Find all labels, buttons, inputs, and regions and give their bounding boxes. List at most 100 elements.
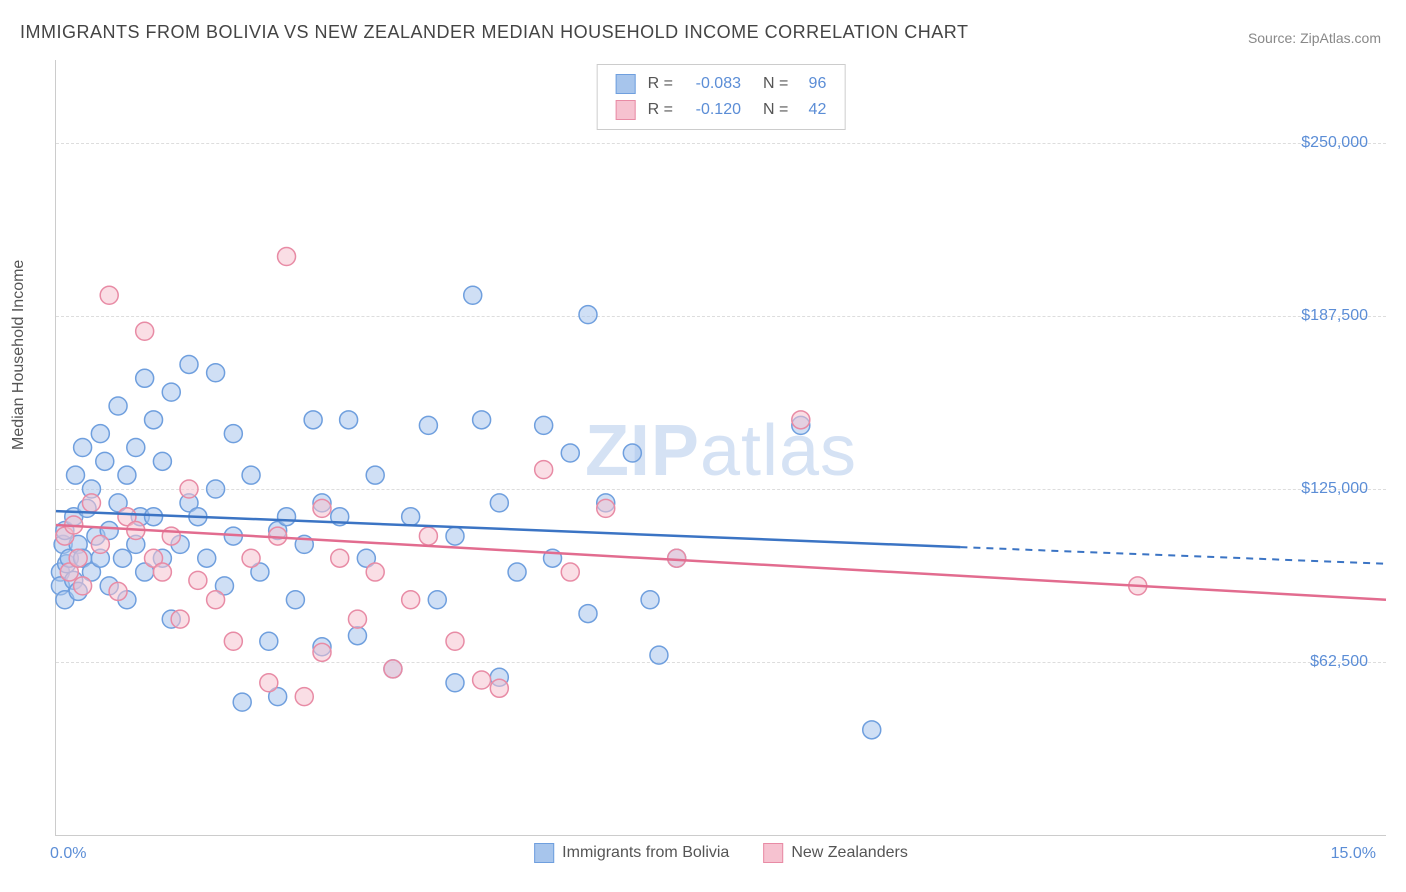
data-point-bolivia [67,466,85,484]
data-point-bolivia [207,480,225,498]
data-point-nz [490,679,508,697]
data-point-nz [446,632,464,650]
correlation-stat-box: R = -0.083 N = 96 R = -0.120 N = 42 [597,64,846,130]
data-point-nz [597,499,615,517]
data-point-nz [668,549,686,567]
data-point-bolivia [91,425,109,443]
data-point-bolivia [162,383,180,401]
y-axis-label: Median Household Income [10,260,28,450]
data-point-bolivia [153,452,171,470]
n-label: N = [763,71,788,97]
data-point-bolivia [127,439,145,457]
data-point-nz [260,674,278,692]
data-point-bolivia [490,494,508,512]
chart-svg [56,60,1386,835]
data-point-bolivia [74,439,92,457]
data-point-nz [419,527,437,545]
data-point-bolivia [535,416,553,434]
data-point-bolivia [446,674,464,692]
data-point-bolivia [366,466,384,484]
legend-label-nz: New Zealanders [791,844,908,862]
data-point-nz [313,499,331,517]
data-point-nz [91,535,109,553]
data-point-bolivia [579,605,597,623]
data-point-bolivia [145,411,163,429]
data-point-bolivia [446,527,464,545]
plot-area: ZIPatlas $62,500$125,000$187,500$250,000… [55,60,1386,836]
legend-swatch-bolivia [534,843,554,863]
data-point-nz [100,286,118,304]
data-point-nz [295,688,313,706]
data-point-nz [313,643,331,661]
data-point-bolivia [145,508,163,526]
data-point-bolivia [207,364,225,382]
data-point-bolivia [340,411,358,429]
data-point-nz [402,591,420,609]
data-point-bolivia [561,444,579,462]
data-point-nz [366,563,384,581]
data-point-bolivia [304,411,322,429]
data-point-nz [180,480,198,498]
data-point-nz [348,610,366,628]
data-point-nz [224,632,242,650]
data-point-bolivia [260,632,278,650]
data-point-bolivia [114,549,132,567]
legend-label-bolivia: Immigrants from Bolivia [562,844,729,862]
data-point-bolivia [118,466,136,484]
data-point-nz [473,671,491,689]
data-point-nz [171,610,189,628]
data-point-bolivia [419,416,437,434]
data-point-bolivia [508,563,526,581]
data-point-bolivia [198,549,216,567]
data-point-bolivia [348,627,366,645]
data-point-bolivia [579,306,597,324]
stat-row-nz: R = -0.120 N = 42 [616,97,827,123]
data-point-bolivia [233,693,251,711]
r-label: R = [648,71,673,97]
data-point-nz [189,571,207,589]
legend-item-nz: New Zealanders [763,843,908,863]
data-point-bolivia [180,355,198,373]
data-point-nz [162,527,180,545]
x-tick-min: 0.0% [50,845,86,863]
x-tick-max: 15.0% [1331,845,1376,863]
data-point-bolivia [473,411,491,429]
n-label: N = [763,97,788,123]
r-value-bolivia: -0.083 [681,71,741,97]
data-point-nz [136,322,154,340]
data-point-bolivia [109,397,127,415]
data-point-nz [331,549,349,567]
data-point-nz [153,563,171,581]
data-point-bolivia [136,369,154,387]
data-point-nz [278,248,296,266]
n-value-nz: 42 [796,97,826,123]
data-point-bolivia [402,508,420,526]
stat-row-bolivia: R = -0.083 N = 96 [616,71,827,97]
data-point-bolivia [464,286,482,304]
data-point-bolivia [96,452,114,470]
source-label: Source: ZipAtlas.com [1248,30,1381,46]
data-point-bolivia [641,591,659,609]
data-point-nz [207,591,225,609]
chart-title: IMMIGRANTS FROM BOLIVIA VS NEW ZEALANDER… [20,22,968,43]
n-value-bolivia: 96 [796,71,826,97]
data-point-nz [384,660,402,678]
data-point-nz [69,549,87,567]
regression-line-bolivia [56,511,960,547]
data-point-nz [242,549,260,567]
data-point-bolivia [224,425,242,443]
data-point-bolivia [278,508,296,526]
data-point-nz [82,494,100,512]
data-point-bolivia [623,444,641,462]
swatch-nz [616,100,636,120]
data-point-bolivia [650,646,668,664]
legend-item-bolivia: Immigrants from Bolivia [534,843,729,863]
data-point-bolivia [428,591,446,609]
data-point-bolivia [863,721,881,739]
data-point-nz [561,563,579,581]
data-point-nz [792,411,810,429]
swatch-bolivia [616,74,636,94]
regression-line-dashed-bolivia [960,547,1386,564]
bottom-legend: Immigrants from Bolivia New Zealanders [534,843,908,863]
data-point-bolivia [242,466,260,484]
